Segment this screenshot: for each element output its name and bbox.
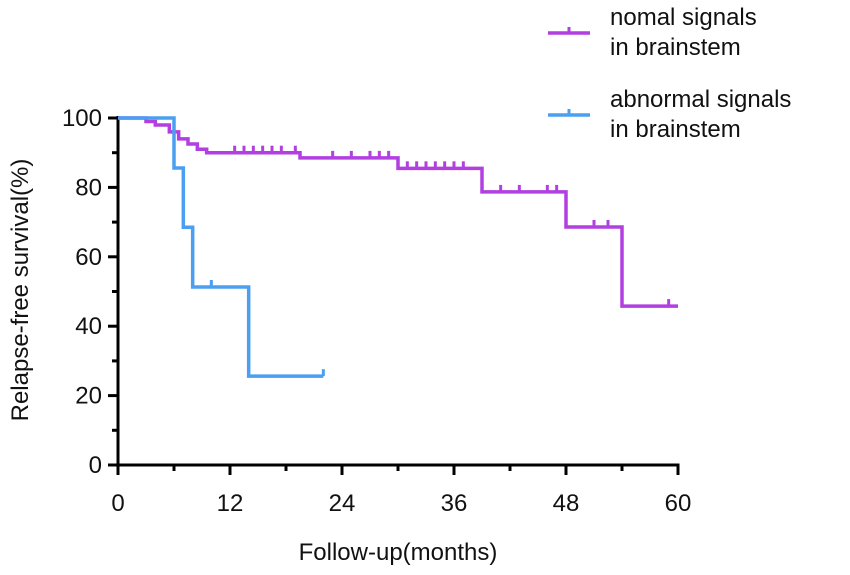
x-tick-label: 36 bbox=[441, 490, 468, 517]
x-tick-label: 12 bbox=[217, 490, 244, 517]
x-tick-label: 48 bbox=[553, 490, 580, 517]
y-tick-label: 60 bbox=[75, 244, 102, 271]
y-tick-label: 40 bbox=[75, 313, 102, 340]
survival-line bbox=[118, 116, 678, 308]
y-tick-label: 80 bbox=[75, 174, 102, 201]
y-tick-label: 20 bbox=[75, 383, 102, 410]
x-tick-label: 60 bbox=[665, 490, 692, 517]
x-axis-label: Follow-up(months) bbox=[299, 539, 498, 566]
legend-label: nomal signals in brainstem bbox=[610, 4, 757, 61]
legend-label: abnormal signals in brainstem bbox=[610, 86, 792, 143]
y-axis-label: Relapse-free survival(%) bbox=[7, 159, 34, 422]
y-tick-label: 100 bbox=[62, 105, 102, 132]
survival-line bbox=[118, 116, 324, 378]
y-tick-label: 0 bbox=[89, 452, 102, 479]
x-tick-label: 0 bbox=[111, 490, 124, 517]
x-tick-label: 24 bbox=[329, 490, 356, 517]
